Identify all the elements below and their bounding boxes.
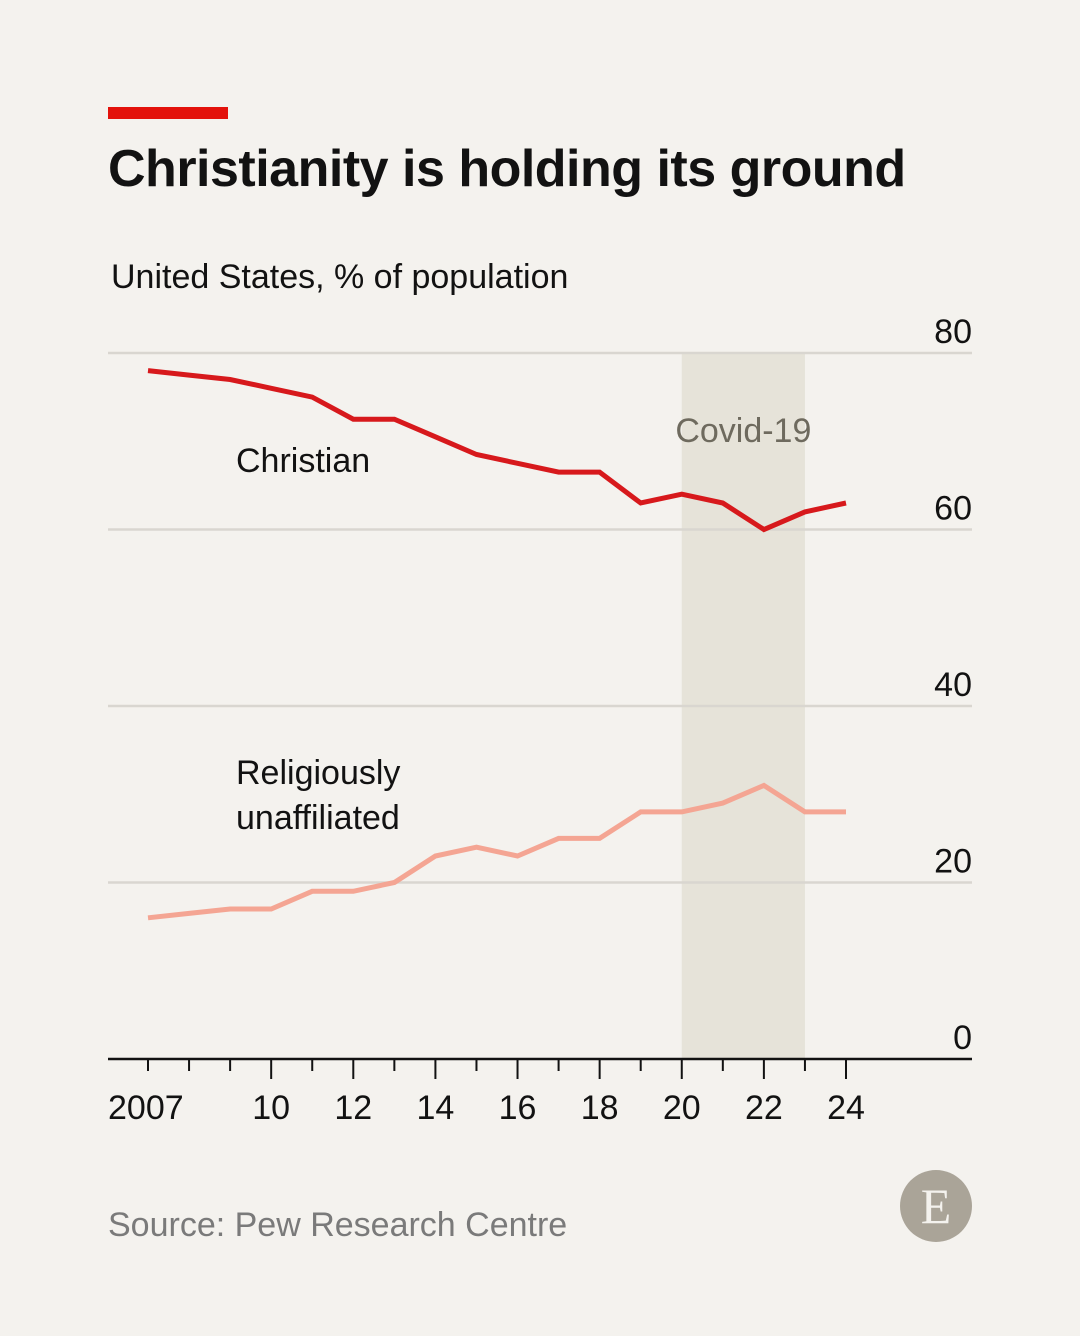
x-tick-label: 14	[416, 1089, 454, 1127]
unaffiliated-series-label-line1: Religiously	[236, 754, 400, 792]
covid-highlight-label: Covid-19	[675, 412, 811, 450]
x-tick-label: 10	[252, 1089, 290, 1127]
y-tick-label: 0	[953, 1019, 972, 1057]
unaffiliated-series-label-line2: unaffiliated	[236, 799, 400, 837]
y-tick-label: 40	[934, 666, 972, 704]
y-tick-label: 80	[934, 313, 972, 351]
christian-series-line	[147, 368, 847, 533]
x-tick-label: 16	[499, 1089, 537, 1127]
x-tick-label: 20	[663, 1089, 701, 1127]
y-tick-label: 60	[934, 490, 972, 528]
unaffiliated-series-line	[147, 782, 846, 921]
source-note: Source: Pew Research Centre	[108, 1206, 568, 1244]
x-tick-label: 24	[827, 1089, 865, 1127]
x-tick-label: 2007	[108, 1089, 184, 1127]
chart-title: Christianity is holding its ground	[108, 140, 906, 198]
x-tick-label: 22	[745, 1089, 783, 1127]
christian-series-label: Christian	[236, 442, 370, 480]
economist-logo: E	[900, 1170, 972, 1242]
x-tick-label: 18	[581, 1089, 619, 1127]
accent-bar	[108, 107, 228, 119]
x-tick-label: 12	[334, 1089, 372, 1127]
chart-subtitle: United States, % of population	[111, 258, 569, 296]
y-tick-label: 20	[934, 843, 972, 881]
